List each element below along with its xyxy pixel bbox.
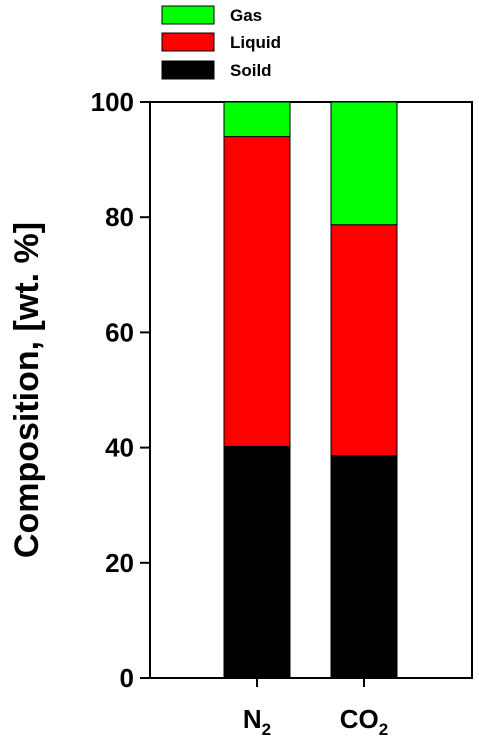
bars-group (223, 101, 398, 679)
legend-label-liquid: Liquid (230, 33, 281, 52)
bar-liquid-n2 (223, 136, 291, 447)
bar-gas-n2 (223, 101, 291, 138)
bar-gas-co2 (330, 101, 398, 226)
y-tick-label: 40 (105, 433, 134, 463)
x-axis: N2 CO2 (243, 678, 388, 739)
plot-area (149, 101, 473, 679)
legend-swatch-soild (161, 60, 215, 80)
y-tick-label: 100 (91, 87, 134, 117)
x-tick-label: CO2 (340, 704, 388, 739)
legend-label-soild: Soild (230, 61, 272, 80)
bar-liquid-co2 (330, 224, 398, 457)
y-axis: 0 20 40 60 80 100 (91, 87, 150, 693)
x-tick-label: N2 (243, 704, 271, 739)
y-tick-label: 80 (105, 202, 134, 232)
bar-soild-co2 (330, 455, 398, 679)
y-tick-label: 20 (105, 548, 134, 578)
bar-soild-n2 (223, 445, 291, 679)
legend-swatch-gas (161, 5, 215, 25)
legend: Gas Liquid Soild (161, 5, 281, 80)
y-axis-label: Composition, [wt. %] (8, 222, 46, 558)
legend-swatch-liquid (161, 32, 215, 52)
legend-label-gas: Gas (230, 6, 262, 25)
y-tick-label: 0 (120, 663, 134, 693)
y-tick-label: 60 (105, 317, 134, 347)
